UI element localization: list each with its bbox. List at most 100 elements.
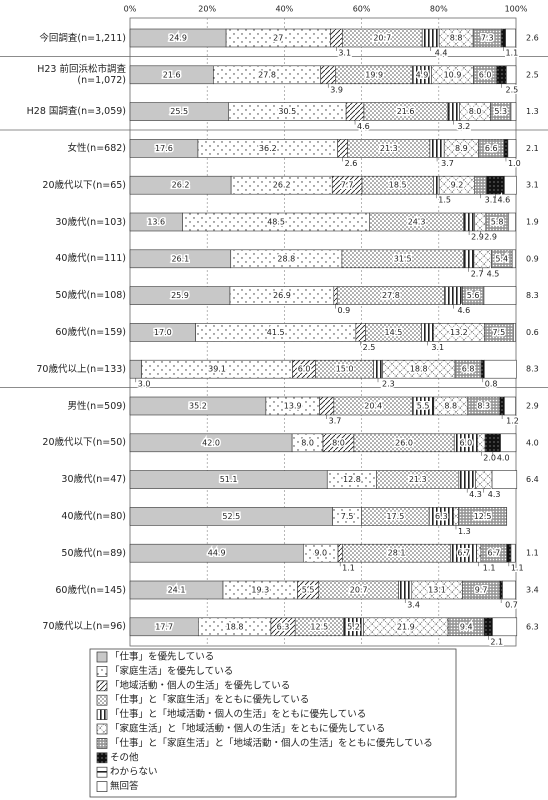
value-label: 2.9 [471, 233, 484, 242]
bar-segment [501, 28, 506, 48]
x-tick-label: 60% [353, 5, 371, 14]
bar-segment [330, 28, 343, 48]
bar-segment [492, 617, 518, 637]
bar-segment [504, 175, 517, 195]
value-label: 4.0 [526, 438, 539, 447]
value-label: 20.7 [373, 34, 391, 43]
row-label: 今回調査(n=1,211) [39, 32, 126, 44]
value-label: 6.3 [435, 512, 448, 521]
value-label: 24.1 [168, 586, 186, 595]
bar-segment [480, 359, 485, 379]
value-label: 12.5 [310, 622, 328, 631]
row-label: 50歳代(n=89) [61, 547, 126, 559]
value-label: 3.7 [329, 417, 342, 426]
bar-segment [474, 212, 487, 232]
value-label: 48.5 [267, 218, 285, 227]
row-label: 男性(n=509) [67, 400, 126, 412]
value-label: 5.5 [302, 586, 315, 595]
value-label: 36.2 [259, 144, 277, 153]
value-label: 2.5 [363, 343, 376, 352]
value-label: 12.8 [343, 475, 361, 484]
x-tick-label: 0% [124, 5, 137, 14]
bar-segment [433, 175, 440, 195]
value-label: 17.6 [155, 144, 173, 153]
value-label: 18.8 [410, 365, 428, 374]
value-label: 41.5 [267, 328, 285, 337]
value-label: 2.9 [526, 402, 539, 411]
value-label: 3.1 [485, 196, 498, 205]
value-label: 26.9 [273, 291, 291, 300]
row-label: 20歳代以下(n=50) [42, 437, 126, 449]
value-label: 25.9 [171, 291, 189, 300]
row-label: 30歳代(n=47) [61, 474, 126, 486]
value-label: 17.0 [154, 328, 172, 337]
value-label: 1.3 [526, 107, 539, 116]
bar-segment [463, 249, 475, 269]
row-label: 70歳代以上(n=96) [42, 621, 126, 633]
value-label: 8.0 [332, 438, 345, 447]
bar-segment [473, 249, 492, 269]
value-label: 20.7 [350, 586, 368, 595]
value-label: 0.9 [526, 254, 539, 263]
value-label: 28.1 [388, 549, 406, 558]
value-label: 27.8 [258, 70, 276, 79]
bar-segment [458, 507, 508, 526]
value-label: 1.2 [506, 417, 519, 426]
value-label: 7.3 [481, 34, 494, 43]
row-label: 70歳代以上(n=133) [36, 363, 126, 375]
value-label: 6.0 [459, 438, 472, 447]
value-label: 19.3 [251, 586, 269, 595]
value-label: 5.4 [495, 254, 508, 263]
value-label: 31.5 [394, 254, 412, 263]
value-label: 4.0 [497, 453, 510, 462]
value-label: 3.4 [526, 586, 539, 595]
value-label: 4.6 [457, 306, 470, 315]
value-label: 26.0 [395, 438, 413, 447]
value-label: 2.1 [526, 144, 539, 153]
value-label: 10.9 [444, 70, 462, 79]
value-label: 27.8 [382, 291, 400, 300]
bar-segment [458, 470, 476, 489]
value-label: 44.9 [208, 549, 226, 558]
value-label: 17.7 [155, 622, 173, 631]
value-label: 8.0 [301, 438, 314, 447]
value-label: 2.7 [471, 269, 484, 278]
value-label: 27 [273, 34, 283, 43]
value-label: 13.6 [147, 218, 165, 227]
bar-segment [496, 65, 507, 85]
legend-swatch [96, 694, 108, 706]
bar-segment [337, 543, 343, 563]
value-label: 1.0 [508, 159, 521, 168]
value-label: 52.5 [222, 512, 240, 521]
row-label: H28 国調査(n=3,059) [26, 106, 126, 118]
value-label: 8.3 [526, 365, 539, 374]
bar-segment [486, 175, 505, 195]
value-label: 0.6 [526, 328, 539, 337]
row-label: 女性(n=682) [67, 142, 126, 154]
bar-segment [512, 323, 516, 342]
value-label: 4.4 [435, 49, 448, 58]
legend-swatch [96, 781, 108, 792]
value-label: 6.0 [298, 365, 311, 374]
value-label: 21.9 [397, 622, 415, 631]
bar-segment [319, 396, 335, 416]
bar-segment [484, 617, 493, 637]
value-label: 7.5 [492, 328, 505, 337]
value-label: 13.9 [284, 402, 302, 411]
value-label: 12.5 [474, 512, 492, 521]
legend-label: 無回答 [110, 780, 139, 792]
bar-segment [373, 359, 383, 379]
value-label: 13.1 [428, 586, 446, 595]
value-label: 2.9 [484, 233, 497, 242]
bar-segment [504, 396, 516, 416]
value-label: 3.4 [407, 601, 420, 610]
bar-segment [510, 543, 516, 563]
value-label: 39.1 [208, 365, 226, 374]
legend-label: その他 [110, 751, 139, 763]
value-label: 2.0 [483, 453, 496, 462]
value-label: 18.8 [226, 622, 244, 631]
value-label: 0.9 [338, 306, 351, 315]
value-label: 26.2 [172, 181, 190, 190]
row-label: 40歳代(n=111) [55, 253, 126, 265]
value-label: 8.8 [450, 34, 463, 43]
